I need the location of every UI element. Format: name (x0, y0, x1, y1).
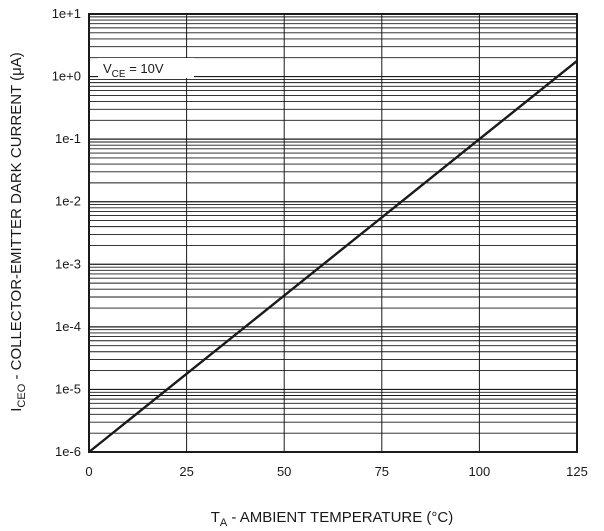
y-tick-label: 1e-6 (55, 444, 81, 459)
y-axis-title: ICEO - COLLECTOR-EMITTER DARK CURRENT (μ… (8, 52, 28, 411)
x-tick-label: 0 (85, 464, 92, 479)
y-tick-label: 1e+0 (52, 69, 81, 84)
series-layer (88, 59, 578, 453)
y-axis-ticks: 1e-6 1e-5 1e-4 1e-3 1e-2 1e-1 1e+0 1e+1 (52, 6, 81, 459)
x-axis-ticks: 0 25 50 75 100 125 (85, 464, 587, 479)
x-tick-label: 100 (469, 464, 491, 479)
plot-frame (88, 13, 578, 453)
x-tick-label: 75 (375, 464, 389, 479)
x-tick-label: 125 (566, 464, 588, 479)
y-tick-label: 1e+1 (52, 6, 81, 21)
chart-grid (89, 14, 577, 453)
y-tick-label: 1e-1 (55, 131, 81, 146)
annotation-text: VCE = 10V (103, 61, 164, 80)
y-tick-label: 1e-3 (55, 256, 81, 271)
series-line (88, 59, 578, 453)
annotation-background (98, 58, 194, 78)
x-tick-label: 50 (277, 464, 291, 479)
x-axis-title: TA - AMBIENT TEMPERATURE (°C) (211, 509, 454, 529)
vce-annotation: VCE = 10V (98, 58, 194, 80)
y-tick-label: 1e-4 (55, 319, 81, 334)
y-tick-label: 1e-2 (55, 194, 81, 209)
x-tick-label: 25 (179, 464, 193, 479)
y-tick-label: 1e-5 (55, 381, 81, 396)
